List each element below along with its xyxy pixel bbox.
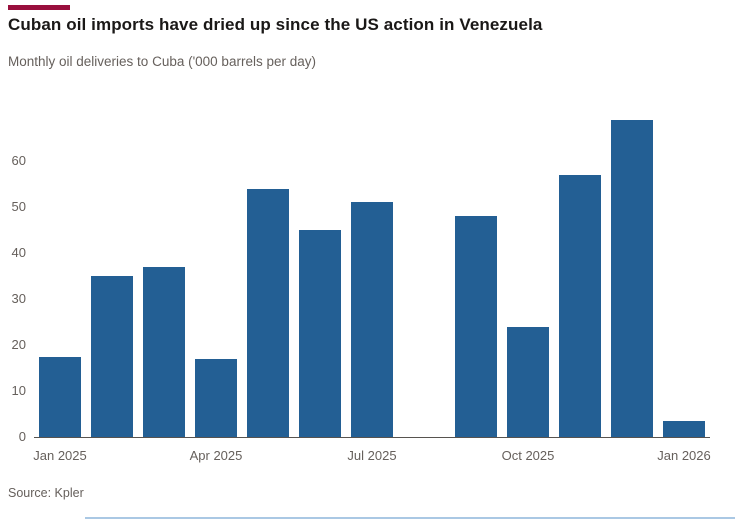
chart-title: Cuban oil imports have dried up since th…	[8, 15, 543, 34]
bar-oct-2025	[507, 326, 549, 437]
source-label: Source: Kpler	[8, 486, 84, 500]
bar-apr-2025	[195, 358, 237, 437]
x-tick-label: Oct 2025	[501, 448, 555, 463]
bar-dec-2025	[611, 119, 653, 437]
bar-jan-2026	[663, 420, 705, 437]
x-tick-label: Jan 2026	[657, 448, 711, 463]
y-tick-label: 60	[11, 153, 26, 168]
bar-mar-2025	[143, 266, 185, 437]
bottom-divider	[85, 517, 735, 519]
bar-jan-2025	[39, 356, 81, 437]
y-tick-label: 50	[11, 199, 26, 214]
bar-may-2025	[247, 188, 289, 437]
bar-jun-2025	[299, 230, 341, 437]
y-tick-label: 0	[18, 429, 26, 444]
bar-feb-2025	[91, 276, 133, 437]
chart-subtitle: Monthly oil deliveries to Cuba ('000 bar…	[8, 54, 316, 69]
bar-jul-2025	[351, 202, 393, 437]
y-tick-label: 40	[11, 245, 26, 260]
plot-area	[34, 115, 710, 438]
y-tick-label: 10	[11, 383, 26, 398]
bar-sep-2025	[455, 216, 497, 437]
x-tick-label: Jul 2025	[347, 448, 397, 463]
bar-chart: 0 10 20 30 40 50 60 Jan 2025 Apr 2025 Jul 2025 Oc…	[0, 100, 735, 480]
x-tick-label: Apr 2025	[189, 448, 243, 463]
accent-rule	[8, 5, 70, 10]
y-tick-label: 20	[11, 337, 26, 352]
bar-nov-2025	[559, 174, 601, 437]
x-tick-label: Jan 2025	[33, 448, 87, 463]
y-tick-label: 30	[11, 291, 26, 306]
